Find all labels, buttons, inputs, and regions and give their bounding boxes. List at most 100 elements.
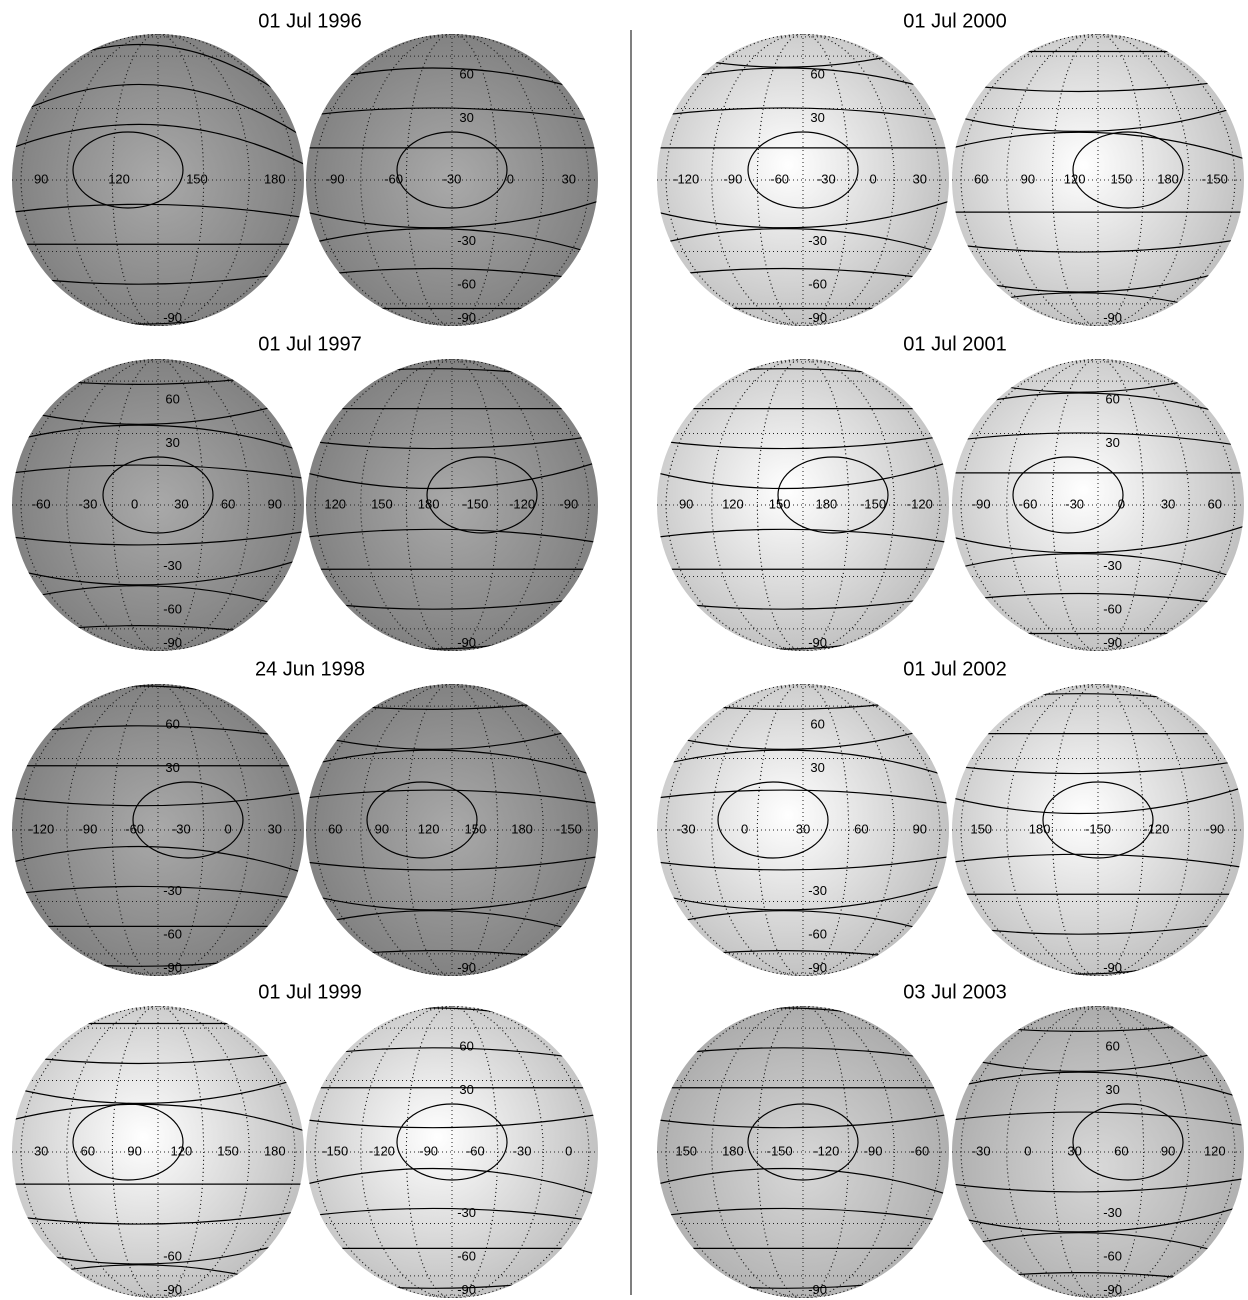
longitude-label: 90 [1161,1143,1175,1158]
hemisphere [306,684,598,976]
meridian [1051,34,1145,326]
contour [952,1071,1244,1100]
latitude-label: -30 [808,233,827,248]
contour [952,592,1244,608]
longitude-label: 30 [562,171,576,186]
meridian [756,34,850,326]
longitude-label: -90 [559,496,578,511]
longitude-label: 90 [127,1143,141,1158]
contour [657,789,949,804]
contour [306,789,598,804]
latitude-label: -90 [457,960,476,975]
contour [657,227,949,256]
longitude-label: -60 [910,1143,929,1158]
latitude-label: -30 [457,233,476,248]
longitude-label: -30 [443,171,462,186]
contour [952,853,1244,869]
longitude-label: 60 [974,171,988,186]
latitude-label: -90 [457,310,476,325]
panel-title: 01 Jul 2001 [903,333,1006,355]
meridian [756,1006,850,1298]
longitude-label: 150 [1111,171,1133,186]
longitude-label: 30 [796,821,810,836]
longitude-label: 0 [131,496,138,511]
latitude-label: 60 [1105,1038,1119,1053]
latitude-label: -90 [808,310,827,325]
contour [306,107,598,122]
contour [952,131,1244,160]
contour [657,528,949,544]
longitude-label: 120 [108,171,130,186]
latitude-label: -60 [1103,602,1122,617]
meridian [711,684,895,976]
longitude-label: 0 [224,821,231,836]
panel: 01 Jul 1997 -60 -30 0 30 60 90 60 30 -30 -60 -90 120… [12,333,598,651]
longitude-label: -90 [419,1143,438,1158]
panel: 01 Jul 1999 30 60 90 120 150 180 -60 -90 -150 -120… [12,981,598,1298]
latitude-label: -90 [1103,310,1122,325]
latitude-label: -60 [457,277,476,292]
longitude-label: 60 [81,1143,95,1158]
longitude-label: -150 [1202,171,1228,186]
meridian [111,359,205,651]
longitude-label: 90 [268,496,282,511]
meridian [405,684,499,976]
longitude-label: 180 [1029,821,1051,836]
longitude-label: 30 [1161,496,1175,511]
longitude-label: 60 [1208,496,1222,511]
longitude-label: -60 [1019,496,1038,511]
latitude-label: 30 [810,110,824,125]
contour [306,722,598,750]
latitude-label: 30 [1105,1082,1119,1097]
contour [306,461,598,490]
contour [952,1044,1244,1072]
meridian [360,34,544,326]
longitude-label: 90 [913,821,927,836]
panel-title: 01 Jul 2000 [903,10,1006,32]
longitude-label: -90 [724,171,743,186]
contour [657,1207,949,1223]
latitude-label: -60 [1103,1249,1122,1264]
hemisphere [657,1006,949,1298]
meridian [1051,1006,1145,1298]
longitude-label: 90 [1021,171,1035,186]
contour [952,1204,1244,1233]
longitude-label: -60 [125,821,144,836]
contour [12,845,304,874]
latitude-label: 30 [165,760,179,775]
latitude-label: -90 [808,960,827,975]
contour [306,227,598,256]
meridian [711,34,895,326]
longitude-label: 0 [1024,1143,1031,1158]
latitude-label: -60 [808,277,827,292]
meridian [1051,684,1145,976]
latitude-label: -30 [163,883,182,898]
contour [12,1103,304,1132]
longitude-label: 60 [221,496,235,511]
contour [1072,131,1184,209]
meridian [665,359,941,651]
meridian [960,684,1236,976]
longitude-label: -120 [28,821,54,836]
longitude-label: 150 [371,496,393,511]
latitude-label: -60 [163,927,182,942]
longitude-label: 180 [511,821,533,836]
latitude-label: -90 [457,635,476,650]
longitude-label: -120 [1143,821,1169,836]
meridian [405,34,499,326]
longitude-label: -30 [513,1143,532,1158]
contour [12,203,304,219]
meridian [20,359,296,651]
longitude-label: 120 [324,496,346,511]
meridian [960,34,1236,326]
contour [12,1210,304,1225]
contour [747,1103,859,1181]
contour [306,856,598,871]
meridian [66,34,250,326]
meridian [1006,1006,1190,1298]
panel-title: 24 Jun 1998 [255,658,365,680]
longitude-label: 0 [507,171,514,186]
meridian [711,1006,895,1298]
longitude-label: -90 [79,821,98,836]
contour [952,1232,1244,1260]
